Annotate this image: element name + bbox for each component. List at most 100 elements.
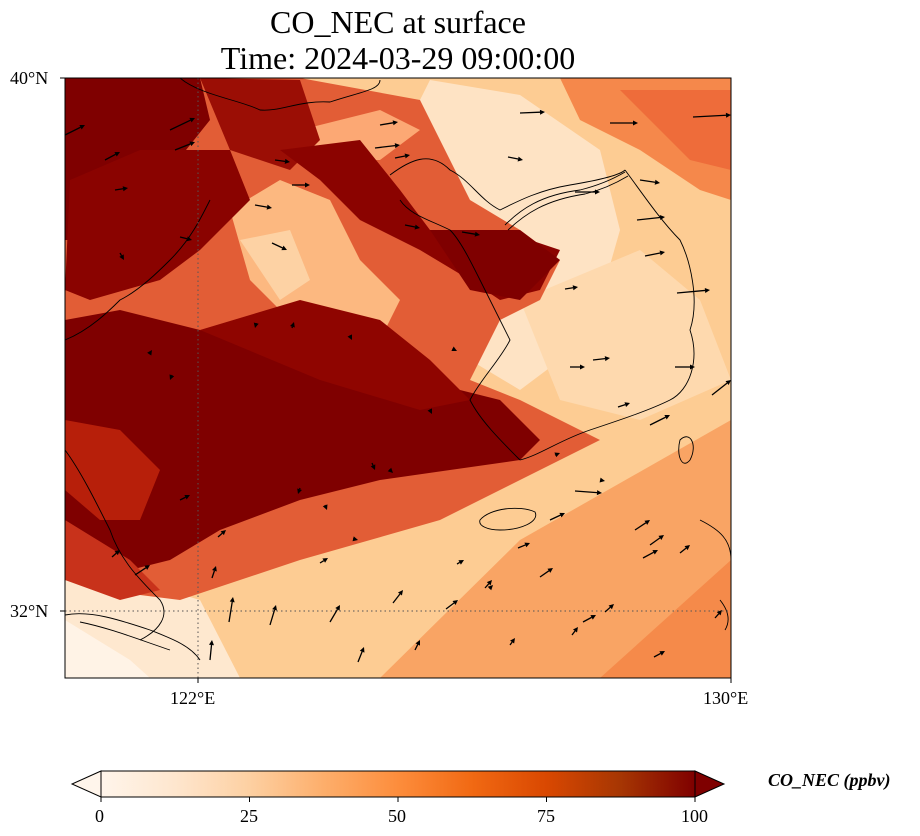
wind-arrow-head [474,231,480,237]
wind-arrow-shaft [394,155,406,159]
wind-arrow-shaft [404,224,416,228]
wind-arrow-head [580,364,585,370]
wind-arrow-shaft [604,606,611,613]
coastline-korea-west [389,158,626,211]
colorbar-label: 50 [388,806,406,826]
wind-arrow-shaft [329,608,339,623]
wind-arrow-head [524,542,530,548]
wind-arrow-head [189,117,195,123]
wind-arrow-head [394,143,400,149]
coastline-korea-east [519,169,695,461]
colorbar-extend-min [70,770,102,798]
wind-arrow-head [284,158,290,164]
wind-arrow-shaft [649,416,666,426]
wind-arrow-head [690,364,695,370]
wind-arrow-shaft [392,593,401,604]
wind-arrow-shaft [374,144,396,149]
wind-arrow-head [322,558,328,563]
wind-arrow-head [684,545,690,551]
wind-arrow-head [510,638,515,644]
wind-arrow-head [659,651,665,656]
wind-arrow-head [305,182,310,188]
wind-arrow-shaft [179,496,186,501]
wind-arrow-shaft [592,357,606,361]
wind-arrow-shaft [64,126,81,136]
wind-arrow-head [539,109,545,115]
colorbar-gradient [101,771,695,797]
dmz-border [504,171,629,231]
wind-arrow-shaft [357,651,363,663]
wind-arrow-head [517,156,523,162]
wind-arrow-head [572,285,578,291]
wind-arrow-shaft [111,552,117,558]
wind-arrow-shaft [217,532,223,538]
wind-arrow-shaft [639,179,656,183]
wind-arrow-shaft [484,583,490,589]
wind-arrow-head [590,615,596,620]
wind-arrow-shaft [379,122,394,126]
wind-arrow-head [659,250,665,256]
wind-arrow-shaft [461,231,476,235]
wind-arrow-shaft [179,236,188,240]
wind-arrow-head [347,334,352,340]
colorbar-ticks [100,797,696,802]
wind-arrow-shaft [509,641,513,646]
wind-arrow-head [486,580,492,586]
wind-arrow-head [266,204,272,210]
wind-arrow-head [458,560,464,565]
wind-arrow-shaft [211,570,216,579]
wind-arrow-head [79,125,85,130]
wind-arrow-head [352,536,358,542]
wind-arrow-head [147,350,152,356]
wind-arrow-head [725,380,731,386]
wind-arrow-shaft [228,601,233,623]
wind-arrow-shaft [714,613,720,619]
wind-arrow-head [114,550,120,556]
wind-vectors [64,109,731,663]
wind-arrow-shaft [269,609,276,626]
wind-arrow-head [664,415,670,420]
wind-arrow-head [119,254,124,260]
wind-arrow-head [608,604,614,610]
colorbar-label: 0 [95,806,104,826]
wind-arrow-head [229,597,235,603]
wind-arrow-head [189,141,195,147]
wind-arrow-head [704,287,710,293]
wind-arrow-head [451,346,457,351]
wind-arrow-shaft [574,490,598,494]
wind-arrow-shaft [519,111,541,114]
wind-arrow-head [335,605,340,611]
wind-arrow-head [573,627,578,633]
wind-arrow-head [659,215,665,221]
wind-arrow-head [272,605,277,611]
wind-arrow-shaft [271,242,283,249]
wind-arrow-shaft [371,462,374,466]
wind-arrow-shaft [174,143,191,151]
wind-arrow-head [559,512,565,518]
wind-arrow-head [392,120,398,126]
wind-arrow-head [427,408,432,414]
wind-arrow-head [209,640,214,646]
coastline-liaodong [179,78,381,111]
wind-arrow-shaft [634,522,647,531]
wind-arrow-shaft [209,644,213,661]
wind-arrow-shaft [617,403,626,408]
colorbar [70,770,726,802]
wind-arrow-shaft [134,567,147,576]
wind-arrow-shaft [549,514,561,521]
jeju-island [479,507,537,531]
wind-arrow-shaft [319,560,325,564]
lon-label-122: 122°E [170,688,216,708]
map-subtitle-time: Time: 2024-03-29 09:00:00 [220,40,576,76]
wind-arrow-head [370,464,376,470]
colorbar-extend-max [694,770,726,798]
wind-arrow-head [415,640,420,646]
wind-arrow-head [487,585,493,591]
wind-arrow-head [144,565,150,570]
wind-arrow-shaft [582,616,592,623]
wind-arrow-head [652,550,658,555]
wind-arrow-shaft [169,119,191,131]
wind-arrow-shaft [636,216,661,221]
wind-arrow-head [184,495,190,500]
wind-arrow-head [414,224,420,230]
